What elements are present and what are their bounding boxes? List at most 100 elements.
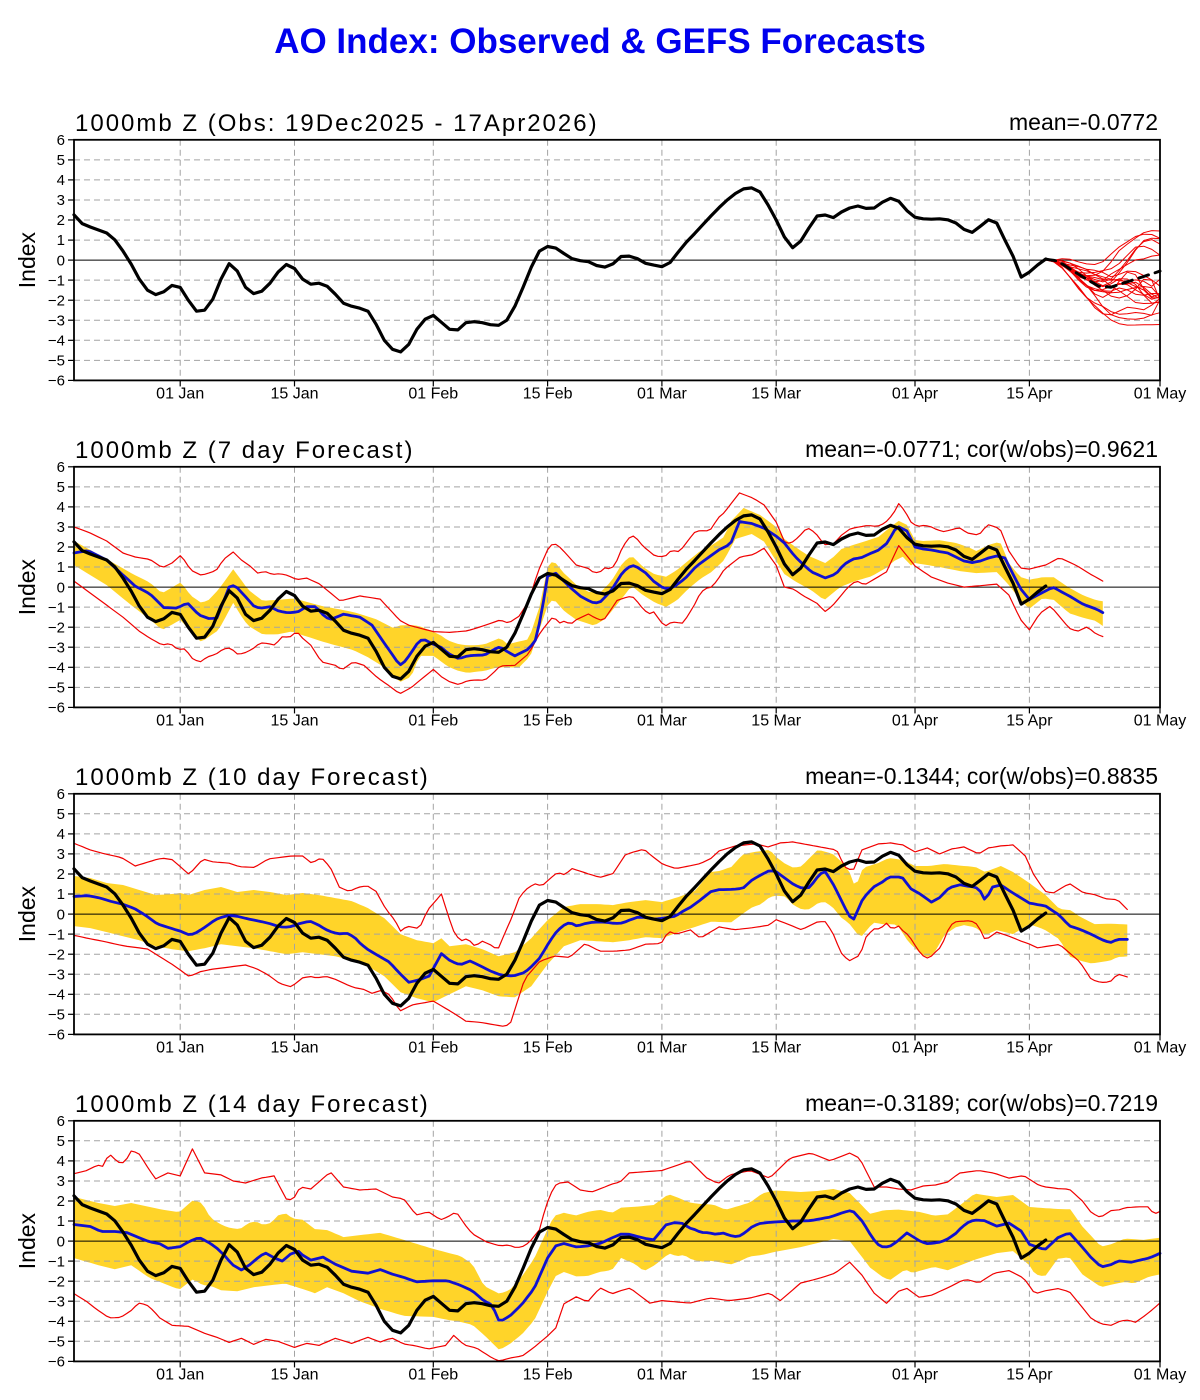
svg-text:15 Jan: 15 Jan — [270, 385, 318, 402]
svg-text:01 Feb: 01 Feb — [408, 1366, 458, 1383]
svg-text:1: 1 — [57, 232, 65, 249]
svg-text:3: 3 — [57, 519, 65, 536]
svg-text:15 Feb: 15 Feb — [523, 1366, 573, 1383]
svg-text:15 Mar: 15 Mar — [751, 1039, 801, 1056]
svg-text:−6: −6 — [48, 373, 65, 390]
svg-text:−5: −5 — [48, 680, 65, 697]
svg-text:01 May: 01 May — [1134, 712, 1186, 729]
svg-text:5: 5 — [57, 1133, 65, 1150]
svg-text:5: 5 — [57, 152, 65, 169]
svg-text:01 Mar: 01 Mar — [637, 712, 687, 729]
svg-text:−2: −2 — [48, 1273, 65, 1290]
svg-text:15 Apr: 15 Apr — [1006, 1366, 1053, 1383]
svg-text:−3: −3 — [48, 967, 65, 984]
svg-text:01 Apr: 01 Apr — [892, 1366, 939, 1383]
svg-text:01 Apr: 01 Apr — [892, 712, 939, 729]
svg-text:Index: Index — [14, 1212, 40, 1269]
svg-text:01 Jan: 01 Jan — [156, 712, 204, 729]
svg-text:4: 4 — [57, 499, 65, 516]
svg-text:−2: −2 — [48, 946, 65, 963]
svg-text:15 Mar: 15 Mar — [751, 1366, 801, 1383]
svg-text:15 Apr: 15 Apr — [1006, 712, 1053, 729]
svg-text:15 Jan: 15 Jan — [270, 712, 318, 729]
svg-text:−5: −5 — [48, 353, 65, 370]
svg-text:1: 1 — [57, 1213, 65, 1230]
svg-text:01 May: 01 May — [1134, 385, 1186, 402]
svg-text:01 Apr: 01 Apr — [892, 385, 939, 402]
svg-text:2: 2 — [57, 1193, 65, 1210]
svg-text:−6: −6 — [48, 700, 65, 717]
svg-text:Index: Index — [14, 885, 40, 942]
svg-text:6: 6 — [57, 786, 65, 803]
svg-text:1000mb Z (7 day Forecast): 1000mb Z (7 day Forecast) — [75, 437, 414, 464]
svg-text:−4: −4 — [48, 333, 65, 350]
svg-text:1: 1 — [57, 559, 65, 576]
svg-text:4: 4 — [57, 172, 65, 189]
svg-text:1: 1 — [57, 886, 65, 903]
svg-text:3: 3 — [57, 192, 65, 209]
svg-text:−3: −3 — [48, 640, 65, 657]
svg-text:01 Mar: 01 Mar — [637, 385, 687, 402]
svg-text:01 May: 01 May — [1134, 1039, 1186, 1056]
svg-text:01 Feb: 01 Feb — [408, 712, 458, 729]
svg-text:15 Jan: 15 Jan — [270, 1039, 318, 1056]
svg-text:AO Index: Observed & GEFS Fore: AO Index: Observed & GEFS Forecasts — [274, 22, 926, 61]
svg-text:5: 5 — [57, 806, 65, 823]
svg-text:2: 2 — [57, 539, 65, 556]
svg-text:−1: −1 — [48, 272, 65, 289]
svg-text:01 Feb: 01 Feb — [408, 1039, 458, 1056]
svg-text:−1: −1 — [48, 599, 65, 616]
svg-text:Index: Index — [14, 231, 40, 288]
svg-text:15 Feb: 15 Feb — [523, 1039, 573, 1056]
svg-text:2: 2 — [57, 866, 65, 883]
svg-text:−2: −2 — [48, 292, 65, 309]
svg-text:−6: −6 — [48, 1027, 65, 1044]
svg-text:−1: −1 — [48, 1253, 65, 1270]
svg-text:4: 4 — [57, 1153, 65, 1170]
svg-text:−1: −1 — [48, 926, 65, 943]
svg-text:6: 6 — [57, 459, 65, 476]
svg-text:01 Apr: 01 Apr — [892, 1039, 939, 1056]
svg-text:15 Jan: 15 Jan — [270, 1366, 318, 1383]
svg-text:mean=-0.0772: mean=-0.0772 — [1009, 109, 1158, 135]
svg-text:15 Mar: 15 Mar — [751, 385, 801, 402]
svg-text:mean=-0.1344; cor(w/obs)=0.883: mean=-0.1344; cor(w/obs)=0.8835 — [805, 763, 1158, 789]
svg-text:6: 6 — [57, 1113, 65, 1130]
svg-text:01 Jan: 01 Jan — [156, 1366, 204, 1383]
svg-text:−2: −2 — [48, 619, 65, 636]
svg-text:−4: −4 — [48, 660, 65, 677]
svg-text:3: 3 — [57, 846, 65, 863]
svg-text:15 Feb: 15 Feb — [523, 385, 573, 402]
svg-text:01 Jan: 01 Jan — [156, 385, 204, 402]
svg-text:15 Mar: 15 Mar — [751, 712, 801, 729]
svg-text:01 May: 01 May — [1134, 1366, 1186, 1383]
svg-text:01 Mar: 01 Mar — [637, 1039, 687, 1056]
svg-text:01 Jan: 01 Jan — [156, 1039, 204, 1056]
svg-text:mean=-0.3189; cor(w/obs)=0.721: mean=-0.3189; cor(w/obs)=0.7219 — [805, 1090, 1158, 1116]
svg-text:0: 0 — [57, 1233, 65, 1250]
svg-text:−4: −4 — [48, 987, 65, 1004]
svg-text:15 Feb: 15 Feb — [523, 712, 573, 729]
svg-text:1000mb Z (Obs: 19Dec2025 - 17A: 1000mb Z (Obs: 19Dec2025 - 17Apr2026) — [75, 110, 599, 137]
svg-text:−4: −4 — [48, 1314, 65, 1331]
svg-text:15 Apr: 15 Apr — [1006, 385, 1053, 402]
svg-text:0: 0 — [57, 252, 65, 269]
svg-text:Index: Index — [14, 558, 40, 615]
svg-text:−5: −5 — [48, 1007, 65, 1024]
svg-text:0: 0 — [57, 579, 65, 596]
svg-text:−6: −6 — [48, 1354, 65, 1371]
svg-text:6: 6 — [57, 132, 65, 149]
svg-text:2: 2 — [57, 212, 65, 229]
svg-text:3: 3 — [57, 1173, 65, 1190]
svg-text:−5: −5 — [48, 1334, 65, 1351]
svg-text:01 Feb: 01 Feb — [408, 385, 458, 402]
svg-text:mean=-0.0771; cor(w/obs)=0.962: mean=-0.0771; cor(w/obs)=0.9621 — [805, 436, 1158, 462]
svg-text:0: 0 — [57, 906, 65, 923]
svg-text:5: 5 — [57, 479, 65, 496]
svg-text:−3: −3 — [48, 1294, 65, 1311]
svg-text:4: 4 — [57, 826, 65, 843]
svg-text:1000mb Z (14 day Forecast): 1000mb Z (14 day Forecast) — [75, 1091, 430, 1118]
svg-text:01 Mar: 01 Mar — [637, 1366, 687, 1383]
svg-text:1000mb Z (10 day Forecast): 1000mb Z (10 day Forecast) — [75, 764, 430, 791]
svg-text:15 Apr: 15 Apr — [1006, 1039, 1053, 1056]
